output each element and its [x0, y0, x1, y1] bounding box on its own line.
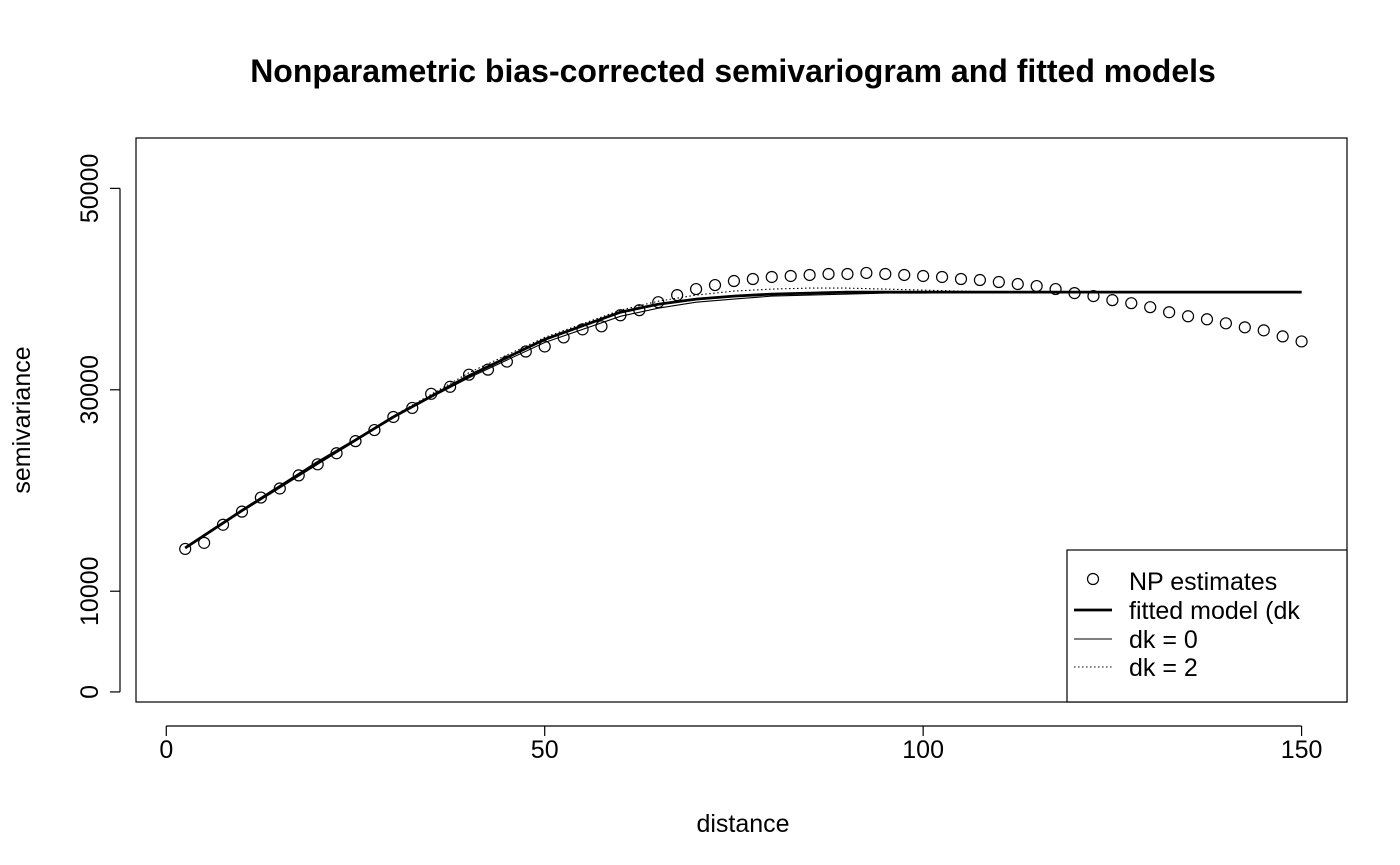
np-estimate-point	[1049, 282, 1062, 296]
np-estimate-point	[538, 340, 551, 353]
legend-label: dk = 2	[1129, 654, 1198, 682]
np-estimate-point	[1181, 310, 1195, 323]
np-estimate-point	[1295, 335, 1308, 348]
np-estimate-point	[1068, 287, 1081, 300]
y-axis-label: semivariance	[8, 346, 36, 493]
series-line-thick	[184, 290, 1302, 550]
np-estimate-point	[576, 323, 589, 336]
np-estimate-point	[992, 275, 1005, 289]
legend-label: NP estimates	[1129, 568, 1277, 596]
legend-symbol-circle	[1086, 572, 1100, 586]
np-estimate-point	[595, 320, 608, 333]
np-estimate-point	[519, 345, 532, 358]
np-estimate-point	[1106, 294, 1119, 307]
np-estimate-point	[1200, 313, 1214, 326]
np-estimate-point	[557, 331, 570, 344]
np-estimate-point	[822, 267, 835, 281]
np-estimate-point	[860, 266, 873, 280]
np-estimate-point	[444, 380, 457, 393]
np-estimate-point	[1276, 330, 1289, 343]
np-estimate-point	[273, 482, 286, 495]
np-estimate-point	[784, 269, 797, 283]
np-estimate-point	[254, 491, 267, 504]
y-tick-label: 0	[76, 685, 104, 699]
np-estimate-point	[292, 469, 305, 482]
np-estimate-point	[481, 363, 495, 376]
np-estimate-point	[1125, 297, 1138, 310]
np-estimate-point	[425, 387, 438, 400]
np-estimate-point	[841, 267, 854, 281]
np-estimate-point	[1030, 279, 1043, 293]
np-estimate-point	[708, 278, 722, 292]
np-estimate-point	[330, 447, 343, 460]
np-estimate-point	[614, 309, 627, 322]
x-tick-label: 150	[1281, 736, 1323, 764]
x-tick-label: 100	[902, 736, 944, 764]
np-estimate-point	[746, 272, 759, 286]
np-estimate-point	[671, 289, 684, 302]
plot-frame	[135, 137, 1348, 703]
np-estimate-point	[1144, 301, 1157, 314]
x-tick-label: 0	[159, 736, 173, 764]
chart-title: Nonparametric bias-corrected semivariogr…	[250, 53, 1216, 89]
np-estimate-point	[973, 273, 987, 287]
np-estimate-point	[652, 296, 665, 309]
np-estimate-point	[879, 267, 892, 281]
np-estimate-point	[689, 282, 703, 296]
legend-label: dk = 0	[1129, 626, 1198, 654]
np-estimate-point	[235, 505, 249, 518]
y-tick-label: 50000	[76, 154, 104, 224]
np-estimate-point	[1257, 324, 1270, 337]
x-axis: 0 50 100 150	[159, 725, 1323, 764]
np-estimate-point	[216, 518, 230, 531]
y-tick-label: 30000	[76, 355, 104, 425]
x-axis-label: distance	[696, 810, 789, 838]
np-estimate-point	[1219, 317, 1233, 330]
np-estimate-point	[462, 368, 476, 381]
np-estimate-point	[898, 268, 911, 282]
np-estimate-point	[387, 410, 400, 424]
np-estimate-point	[349, 435, 362, 448]
np-estimate-point	[1238, 321, 1251, 334]
np-estimate-point	[727, 274, 741, 288]
np-estimate-point	[368, 423, 381, 437]
y-tick-label: 10000	[76, 556, 104, 626]
np-estimate-point	[179, 542, 192, 556]
np-estimate-point	[633, 304, 646, 317]
series-line-thin	[184, 291, 1302, 549]
np-estimate-point	[500, 355, 513, 368]
series-line-dotted	[184, 287, 1302, 549]
np-estimate-point	[1087, 290, 1100, 303]
legend-box	[1066, 549, 1348, 703]
np-estimate-point	[917, 269, 930, 283]
np-estimate-point	[311, 458, 324, 471]
x-tick-label: 50	[531, 736, 559, 764]
np-estimate-point	[1163, 306, 1176, 319]
np-estimate-point	[935, 270, 949, 284]
np-estimate-point	[1011, 277, 1024, 291]
np-estimate-point	[765, 270, 778, 284]
np-estimate-point	[803, 268, 816, 282]
plot-area	[179, 266, 1308, 556]
np-estimate-point	[954, 272, 968, 286]
y-axis: 0 10000 30000 50000	[76, 154, 121, 699]
legend-label: fitted model (dk	[1129, 597, 1300, 625]
np-estimate-point	[406, 401, 419, 415]
np-estimate-point	[198, 536, 211, 549]
